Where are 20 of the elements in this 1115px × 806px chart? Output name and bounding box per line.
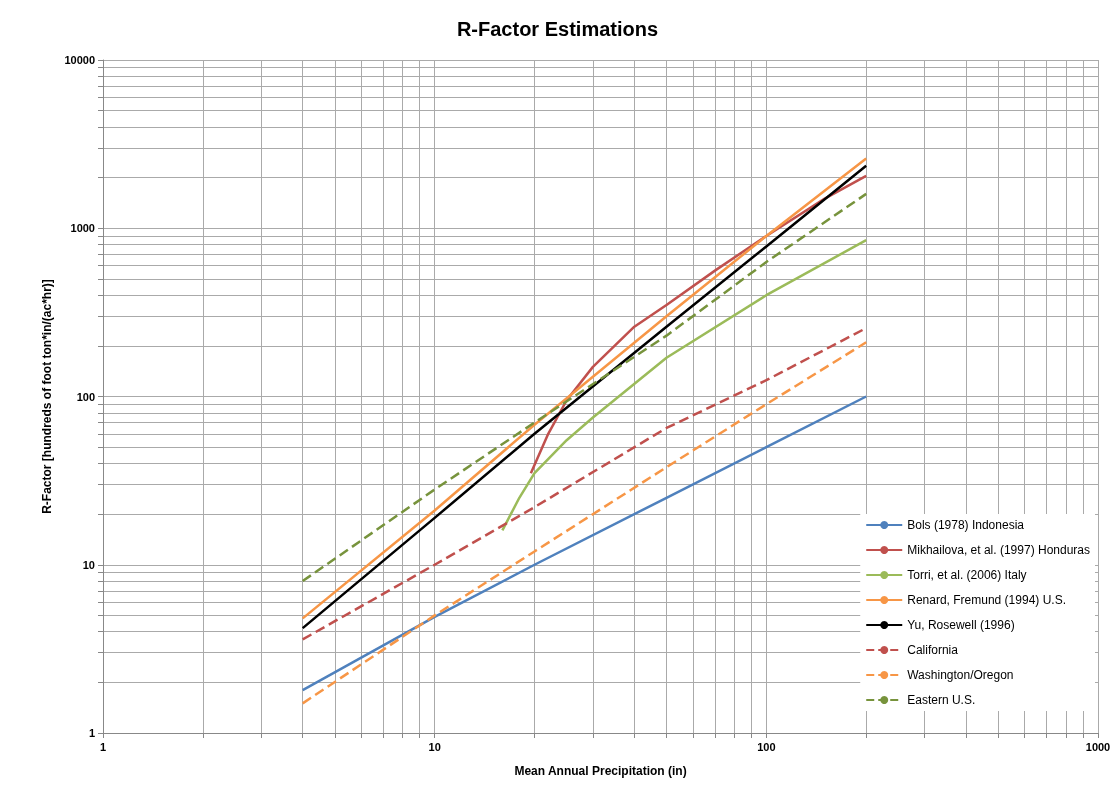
- legend-label: Eastern U.S.: [907, 693, 976, 707]
- x-tick-label: 100: [757, 740, 776, 753]
- legend-label: Yu, Rosewell (1996): [907, 618, 1015, 632]
- legend-label: Bols (1978) Indonesia: [907, 518, 1025, 532]
- legend-label: Renard, Fremund (1994) U.S.: [907, 593, 1066, 607]
- y-tick-label: 1: [88, 727, 95, 739]
- y-axis-title: R-Factor [hundreds of foot ton*in/(ac*hr)]: [40, 279, 54, 514]
- legend-label: Torri, et al. (2006) Italy: [907, 568, 1027, 582]
- chart-title: R-Factor Estimations: [456, 18, 659, 40]
- y-tick-label: 10: [82, 558, 95, 571]
- legend-label: Washington/Oregon: [907, 668, 1014, 682]
- x-tick-label: 10: [428, 740, 441, 753]
- legend-label: California: [907, 643, 959, 657]
- x-tick-label: 1: [99, 740, 107, 753]
- y-tick-label: 100: [76, 390, 95, 403]
- x-tick-label: 1000: [1085, 740, 1111, 753]
- legend-label: Mikhailova, et al. (1997) Honduras: [907, 543, 1091, 557]
- y-tick-label: 1000: [70, 222, 95, 235]
- y-tick-label: 10000: [64, 54, 95, 66]
- x-axis-title: Mean Annual Precipitation (in): [514, 764, 687, 778]
